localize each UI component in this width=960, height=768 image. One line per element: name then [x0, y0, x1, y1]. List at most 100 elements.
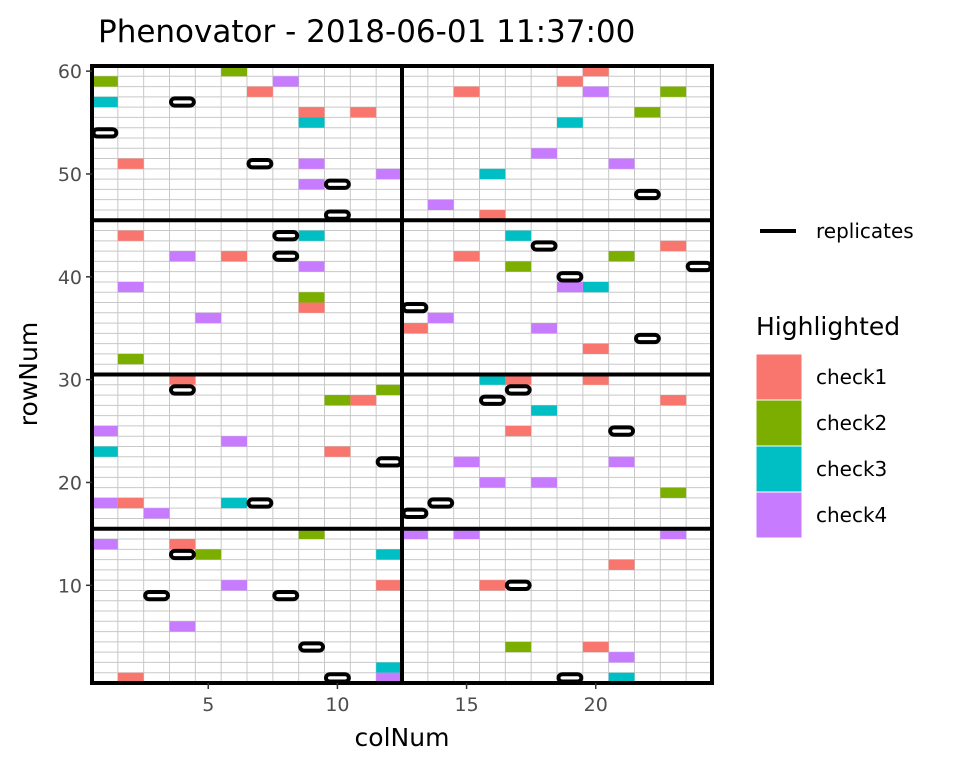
- legend-label-check3: check3: [816, 457, 887, 481]
- tile-check4: [582, 86, 609, 97]
- replicate-outline: [272, 589, 300, 602]
- y-tick-label: 20: [58, 472, 82, 494]
- replicate-outline: [634, 188, 661, 201]
- y-tick-label: 10: [58, 575, 82, 597]
- legend-key-check1: [755, 353, 803, 401]
- tile-check1: [582, 343, 609, 354]
- tile-check3: [505, 230, 532, 241]
- tile-check4: [531, 148, 557, 159]
- tile-check1: [298, 107, 325, 118]
- tile-check1: [608, 559, 635, 570]
- tile-check1: [505, 374, 532, 385]
- replicate-outline: [143, 589, 171, 602]
- replicate-outline: [169, 384, 196, 396]
- y-tick-label: 40: [58, 267, 82, 289]
- legend-replicates-label: replicates: [816, 219, 914, 243]
- tile-check2: [324, 395, 351, 406]
- tile-check3: [479, 374, 506, 385]
- tile-check4: [453, 456, 480, 468]
- highlight-tiles: [92, 66, 687, 683]
- chart-title: Phenovator - 2018-06-01 11:37:00: [98, 14, 635, 50]
- replicate-outline: [272, 250, 300, 262]
- tile-check4: [557, 281, 583, 293]
- tile-check4: [531, 477, 557, 488]
- tile-check3: [608, 672, 635, 683]
- legend-title: Highlighted: [756, 312, 900, 341]
- tile-check1: [117, 158, 144, 169]
- tile-check2: [608, 251, 635, 262]
- x-tick-label: 15: [454, 694, 478, 716]
- tile-check3: [376, 549, 402, 560]
- legend-replicates: replicates: [760, 219, 914, 243]
- tile-check1: [117, 672, 144, 683]
- tile-check4: [92, 539, 118, 550]
- tile-check4: [221, 580, 247, 591]
- replicate-outline: [634, 332, 661, 345]
- y-tick-label: 50: [58, 164, 82, 186]
- replicate-outline: [91, 127, 119, 139]
- tile-check3: [479, 168, 506, 180]
- legend-items: check1 check2 check3 check4: [755, 353, 887, 539]
- tile-check4: [479, 477, 506, 488]
- tile-check1: [117, 497, 144, 509]
- replicate-outline: [504, 384, 532, 396]
- legend-label-check1: check1: [816, 365, 887, 389]
- tile-check4: [92, 425, 118, 437]
- tile-check2: [660, 86, 687, 97]
- y-tick-label: 60: [58, 61, 82, 83]
- replicate-outline: [375, 456, 403, 468]
- tile-check2: [660, 487, 687, 498]
- tile-check4: [298, 261, 325, 272]
- replicate-outline: [427, 497, 455, 509]
- x-tick-label: 5: [202, 694, 214, 716]
- tile-check4: [608, 456, 635, 468]
- tile-check4: [427, 199, 454, 210]
- tile-check4: [531, 323, 557, 334]
- replicate-outline: [608, 425, 636, 437]
- tile-check1: [350, 395, 377, 406]
- tile-check1: [169, 374, 196, 385]
- x-axis: 5 10 15 20: [202, 683, 608, 716]
- tile-check3: [221, 497, 247, 509]
- legend-label-check2: check2: [816, 411, 887, 435]
- tile-check2: [298, 528, 325, 540]
- tile-check1: [557, 76, 583, 87]
- y-axis-title: rowNum: [14, 322, 43, 426]
- tile-check1: [324, 446, 351, 457]
- tile-check1: [453, 251, 480, 262]
- tile-check1: [298, 302, 325, 313]
- tile-check4: [117, 281, 144, 293]
- replicate-outline: [504, 579, 532, 591]
- y-tick-label: 30: [58, 370, 82, 392]
- tile-check3: [92, 96, 118, 108]
- tile-check4: [402, 528, 428, 540]
- x-tick-label: 20: [584, 694, 608, 716]
- legend-label-check4: check4: [816, 503, 887, 527]
- tile-check4: [427, 312, 454, 324]
- tile-check1: [479, 580, 506, 591]
- tile-check2: [92, 76, 118, 87]
- tile-check4: [195, 312, 222, 324]
- tile-check3: [298, 230, 325, 241]
- replicate-outline: [530, 240, 558, 252]
- legend-highlighted: Highlighted check1 check2 check3 check4: [755, 312, 900, 539]
- tile-check3: [557, 117, 583, 128]
- tile-check4: [221, 436, 247, 447]
- tile-check4: [143, 508, 170, 519]
- tile-check2: [634, 107, 661, 118]
- replicate-outline: [324, 672, 351, 684]
- tile-check4: [376, 672, 402, 683]
- tile-check4: [298, 179, 325, 190]
- tile-check3: [92, 446, 118, 457]
- tile-check4: [376, 168, 402, 180]
- tile-check4: [169, 621, 196, 632]
- tile-check1: [453, 86, 480, 97]
- replicate-outlines: [91, 96, 713, 684]
- tile-check1: [582, 374, 609, 385]
- tile-check1: [582, 66, 609, 77]
- tile-check4: [272, 76, 299, 87]
- tile-check2: [195, 549, 222, 560]
- replicate-outline: [298, 641, 325, 653]
- tile-check2: [298, 292, 325, 303]
